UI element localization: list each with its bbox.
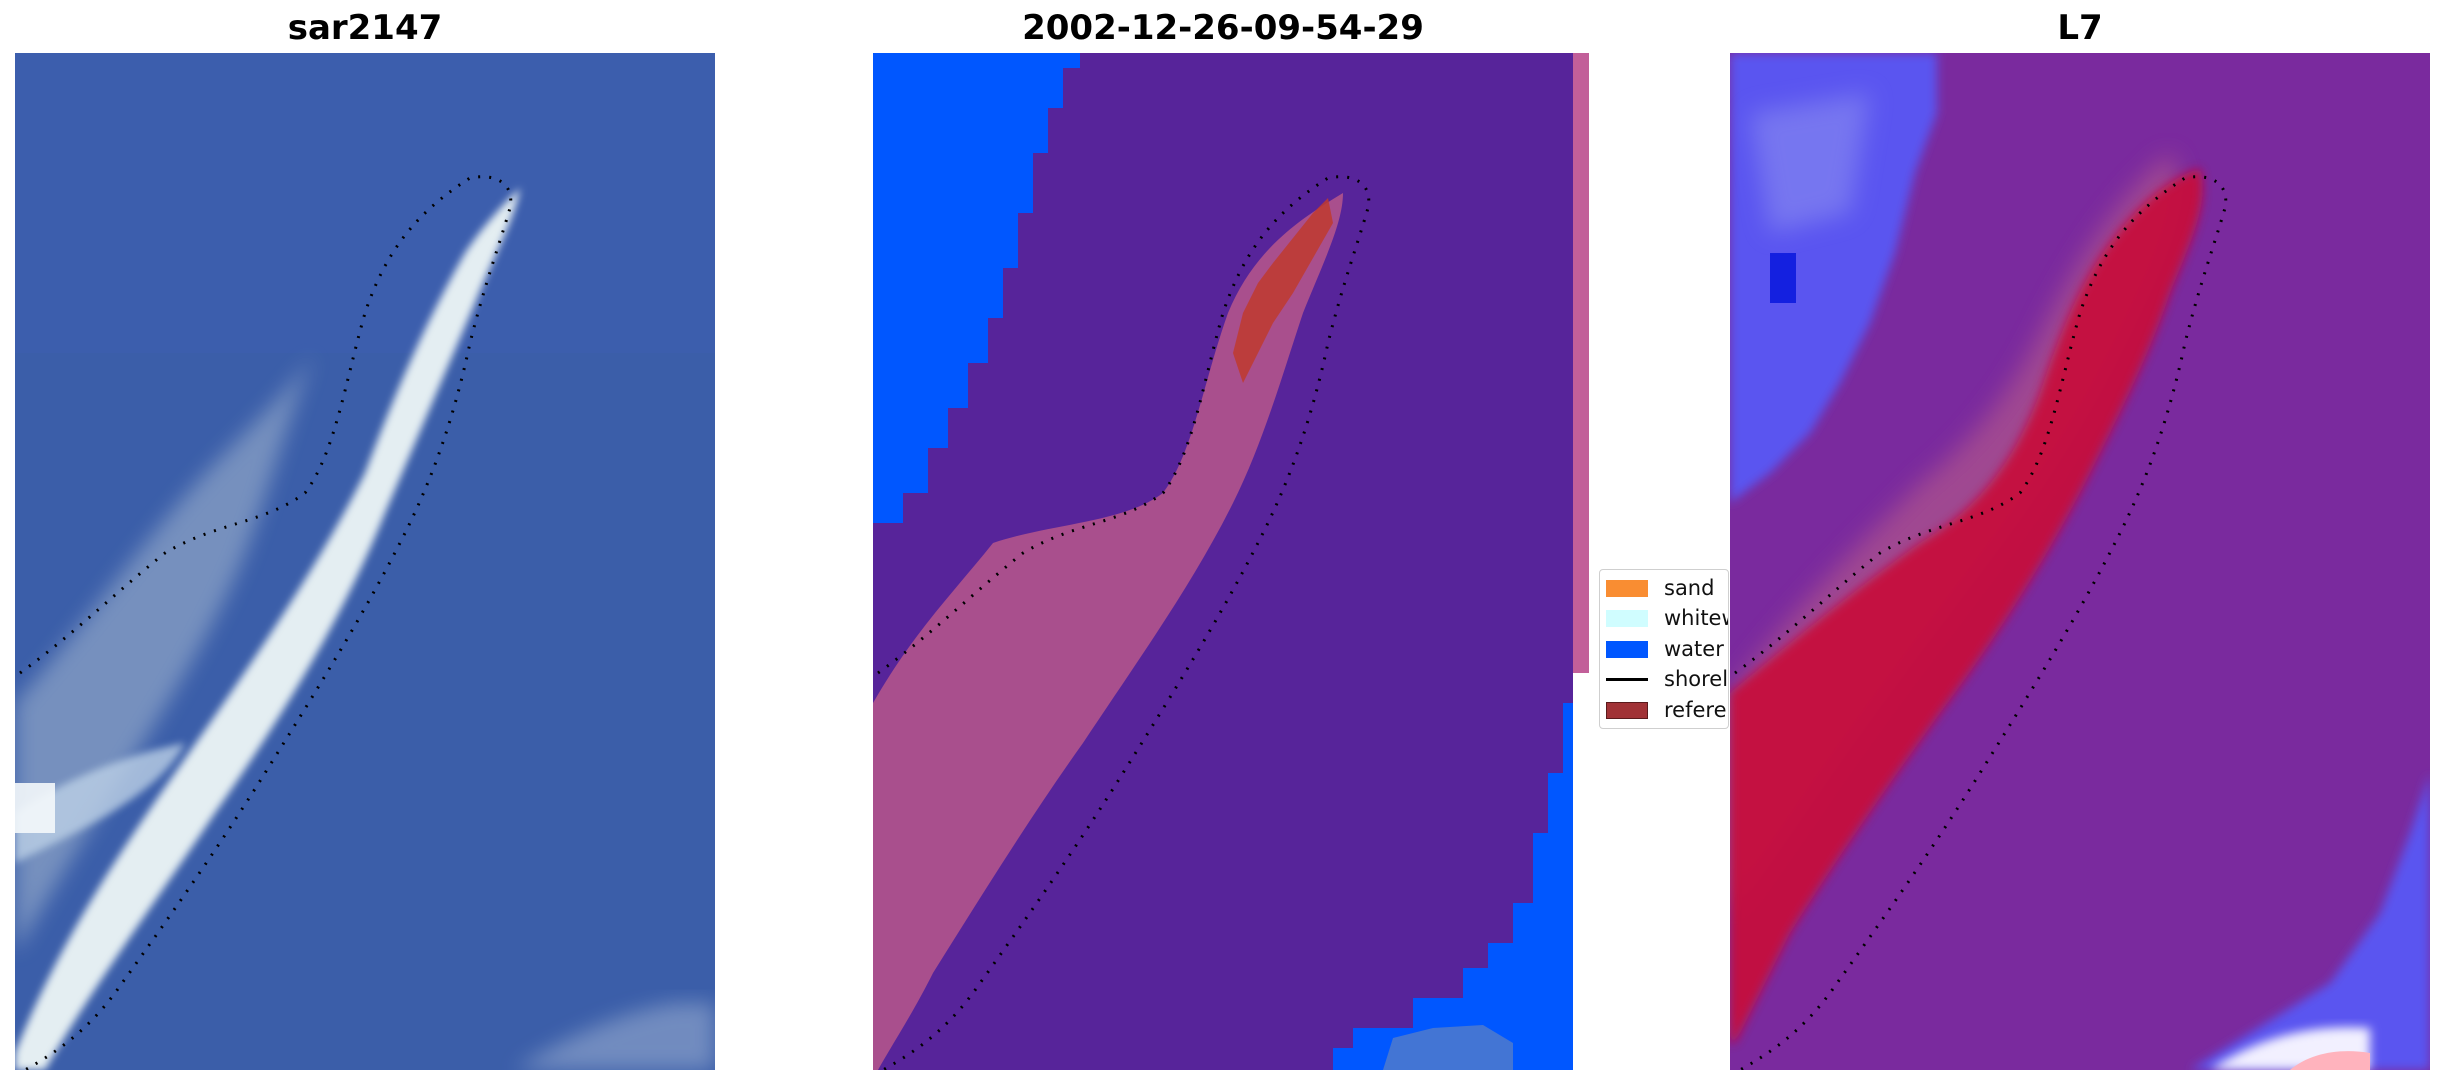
legend-item-water: water: [1606, 636, 1724, 662]
prob-low-right: [2190, 773, 2430, 1070]
legend-label-shoreline: shorel: [1664, 667, 1729, 691]
probability-panel: [1730, 53, 2430, 1070]
legend-swatch-water: [1606, 640, 1648, 658]
panel-title-classification: 2002-12-26-09-54-29: [1022, 8, 1424, 48]
class-water-left: [873, 53, 1080, 523]
legend-label-reference: referen: [1664, 698, 1728, 722]
panel-title-probability: L7: [2057, 8, 2103, 48]
class-water-right: [1333, 703, 1573, 1070]
legend-item-sand: sand: [1606, 575, 1714, 601]
legend-swatch-reference: [1606, 701, 1648, 719]
legend-item-reference: referen: [1606, 697, 1728, 723]
rgb-image-panel: [15, 53, 715, 1070]
classification-panel: [873, 53, 1573, 1070]
legend-swatch-shoreline: [1606, 677, 1648, 681]
panel-title-rgb: sar2147: [287, 8, 443, 48]
legend-item-shoreline: shorel: [1606, 666, 1728, 692]
class-reference-region: [1233, 198, 1333, 383]
legend-swatch-whitewater: [1606, 609, 1648, 627]
legend-swatch-sand: [1606, 579, 1648, 597]
legend-label-sand: sand: [1664, 576, 1715, 600]
legend-label-water: water: [1664, 637, 1724, 661]
class-edge-strip-1: [1573, 53, 1589, 673]
prob-high-region: [1730, 168, 2203, 1043]
rgb-shoal-bright: [15, 188, 520, 1070]
class-sand-region: [873, 193, 1343, 1070]
